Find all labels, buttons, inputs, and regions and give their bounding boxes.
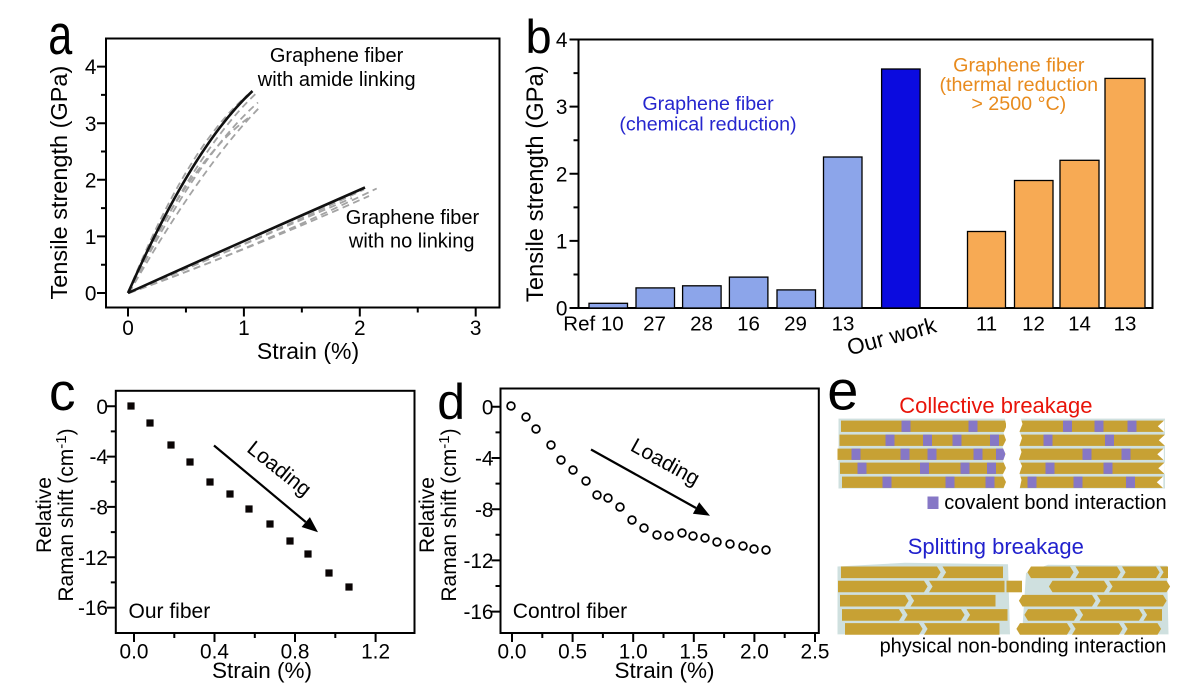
svg-text:0.4: 0.4 [200, 640, 229, 663]
svg-text:d: d [437, 374, 465, 430]
svg-text:27: 27 [643, 313, 666, 336]
svg-text:0: 0 [96, 396, 108, 419]
svg-text:b: b [526, 10, 552, 63]
svg-text:28: 28 [690, 313, 713, 336]
svg-text:Graphene fiber: Graphene fiber [346, 207, 480, 229]
svg-text:(chemical reduction): (chemical reduction) [619, 113, 796, 135]
svg-text:3: 3 [556, 96, 568, 119]
svg-text:Graphene fiber: Graphene fiber [953, 54, 1085, 76]
svg-text:e: e [827, 359, 858, 422]
svg-text:1: 1 [238, 317, 250, 340]
svg-text:Raman shift (cm-1): Raman shift (cm-1) [436, 428, 461, 601]
svg-text:Graphene fiber: Graphene fiber [270, 45, 404, 67]
svg-text:4: 4 [85, 56, 97, 79]
svg-text:2.0: 2.0 [740, 640, 769, 663]
svg-text:with amide linking: with amide linking [257, 69, 416, 91]
svg-text:1: 1 [556, 230, 568, 253]
svg-text:Strain (%): Strain (%) [212, 658, 312, 683]
svg-text:2.5: 2.5 [801, 640, 830, 663]
svg-text:13: 13 [1114, 313, 1137, 336]
svg-text:0: 0 [482, 396, 494, 419]
svg-text:0.5: 0.5 [558, 640, 587, 663]
svg-text:Collective breakage: Collective breakage [899, 393, 1092, 418]
svg-text:1: 1 [85, 226, 97, 249]
svg-text:0: 0 [556, 298, 568, 321]
svg-text:2: 2 [85, 169, 97, 192]
svg-text:0: 0 [122, 317, 134, 340]
svg-text:-16: -16 [463, 601, 493, 624]
svg-text:16: 16 [737, 313, 760, 336]
svg-text:2: 2 [354, 317, 366, 340]
svg-text:Raman shift (cm-1): Raman shift (cm-1) [53, 428, 78, 601]
svg-text:1.0: 1.0 [619, 640, 648, 663]
svg-text:14: 14 [1068, 313, 1091, 336]
svg-text:a: a [48, 3, 72, 67]
svg-text:c: c [49, 363, 76, 422]
svg-text:12: 12 [1022, 313, 1045, 336]
svg-text:Ref 10: Ref 10 [563, 313, 623, 336]
svg-text:> 2500 °C): > 2500 °C) [971, 93, 1066, 115]
svg-text:physical non-bonding interacti: physical non-bonding interaction [880, 636, 1167, 658]
svg-text:0.8: 0.8 [281, 640, 310, 663]
svg-text:-4: -4 [90, 446, 109, 469]
svg-text:-16: -16 [78, 597, 108, 620]
svg-text:13: 13 [832, 313, 855, 336]
svg-text:11: 11 [976, 313, 997, 336]
svg-text:-8: -8 [475, 499, 494, 522]
svg-text:Control fiber: Control fiber [513, 600, 627, 623]
svg-text:Splitting breakage: Splitting breakage [908, 534, 1084, 559]
svg-text:covalent bond interaction: covalent bond interaction [944, 492, 1166, 514]
svg-text:-4: -4 [475, 448, 494, 471]
svg-text:3: 3 [85, 113, 97, 136]
svg-text:0.0: 0.0 [498, 640, 527, 663]
svg-text:-12: -12 [78, 547, 108, 570]
svg-text:Strain (%): Strain (%) [257, 338, 359, 364]
svg-text:0.0: 0.0 [120, 640, 149, 663]
svg-text:Strain (%): Strain (%) [614, 658, 714, 683]
svg-text:2: 2 [556, 163, 568, 186]
svg-text:-12: -12 [463, 550, 493, 573]
svg-text:Graphene fiber: Graphene fiber [642, 93, 774, 115]
svg-text:(thermal reduction: (thermal reduction [939, 74, 1098, 96]
svg-text:with no linking: with no linking [348, 231, 475, 253]
svg-text:0: 0 [85, 283, 97, 306]
svg-text:1.5: 1.5 [679, 640, 708, 663]
svg-text:4: 4 [556, 29, 568, 52]
svg-text:Relative: Relative [33, 477, 56, 553]
svg-text:3: 3 [470, 317, 482, 340]
svg-text:Relative: Relative [416, 477, 439, 553]
svg-text:Tensile strength (GPa): Tensile strength (GPa) [46, 66, 72, 300]
svg-text:Tensile strength (GPa): Tensile strength (GPa) [522, 65, 549, 302]
svg-text:Our fiber: Our fiber [129, 600, 211, 623]
svg-text:1.2: 1.2 [361, 640, 390, 663]
svg-text:29: 29 [784, 313, 807, 336]
svg-text:-8: -8 [90, 497, 109, 520]
